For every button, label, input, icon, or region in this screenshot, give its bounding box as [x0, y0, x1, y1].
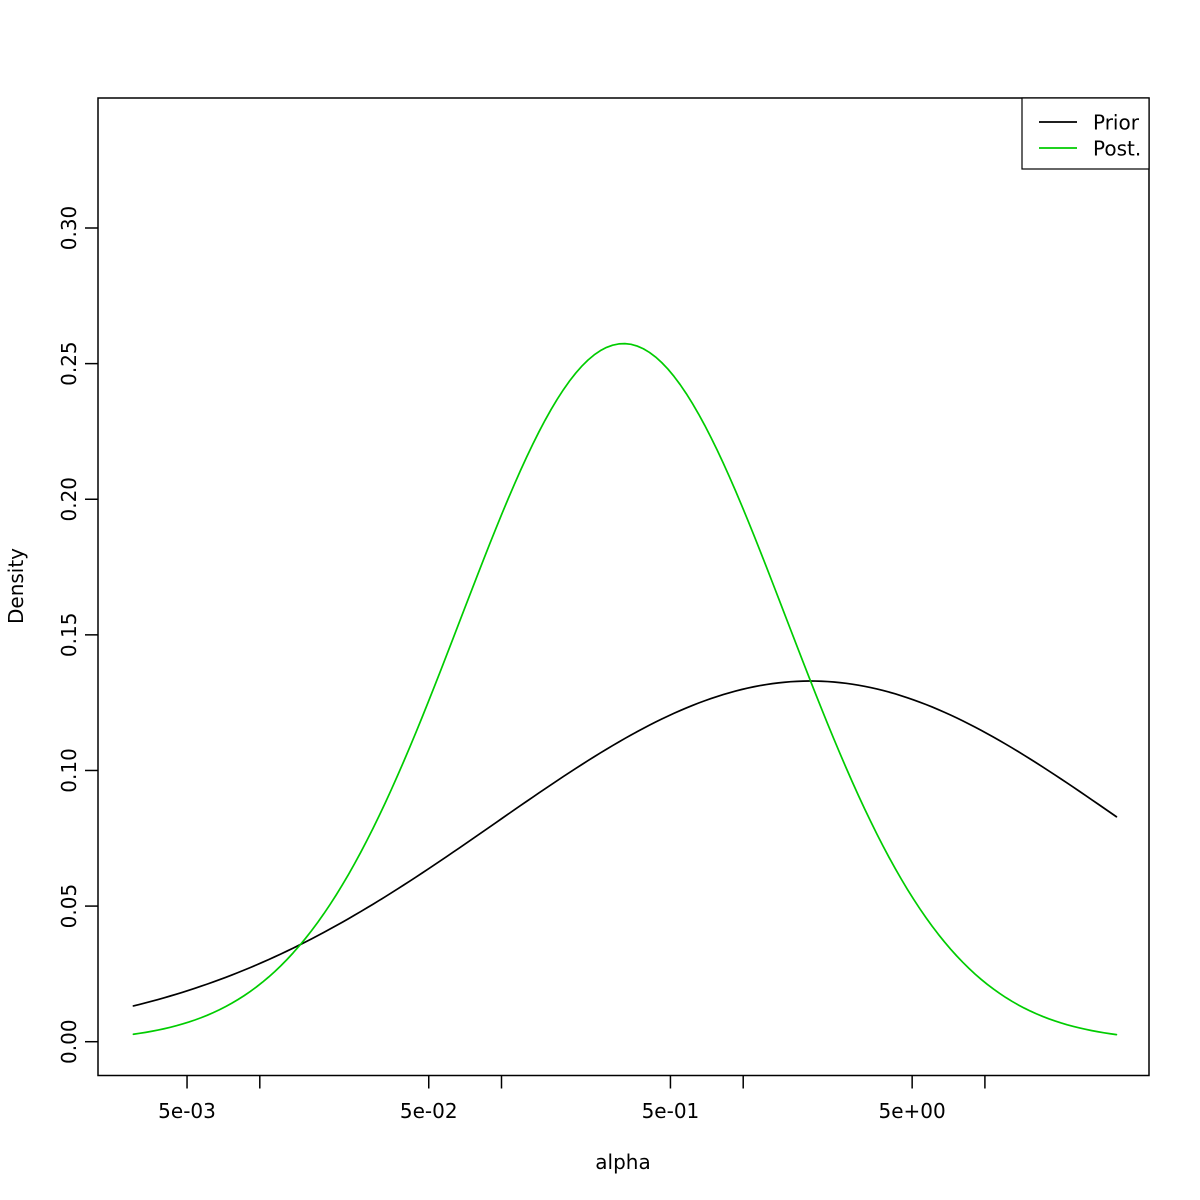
legend-post-label: Post.	[1093, 137, 1141, 161]
curves	[132, 342, 1118, 1036]
x-tick-label: 5e-02	[400, 1099, 458, 1123]
y-tick-label: 0.00	[57, 1019, 81, 1064]
y-tick-label: 0.15	[57, 613, 81, 658]
x-tick-label: 5e-01	[642, 1099, 700, 1123]
legend-box	[1021, 97, 1150, 170]
y-tick-label: 0.10	[57, 748, 81, 793]
y-tick-label: 0.20	[57, 477, 81, 522]
x-tick-label: 5e+00	[879, 1099, 946, 1123]
x-axis: 5e-03 5e-02 5e-01 5e+00	[158, 1075, 986, 1123]
posterior-curve	[132, 342, 1118, 1036]
legend: Prior Post.	[1021, 97, 1150, 170]
y-tick-label: 0.05	[57, 884, 81, 929]
y-tick-label: 0.30	[57, 206, 81, 251]
y-axis-title: Density	[4, 548, 28, 624]
y-tick-label: 0.25	[57, 341, 81, 386]
prior-curve	[132, 680, 1118, 1007]
plot-box	[97, 97, 1150, 1077]
x-tick-label: 5e-03	[158, 1099, 216, 1123]
legend-prior-label: Prior	[1093, 111, 1140, 135]
y-axis: 0.00 0.05 0.10 0.15 0.20 0.25 0.30	[57, 206, 98, 1064]
x-axis-title: alpha	[595, 1150, 650, 1174]
